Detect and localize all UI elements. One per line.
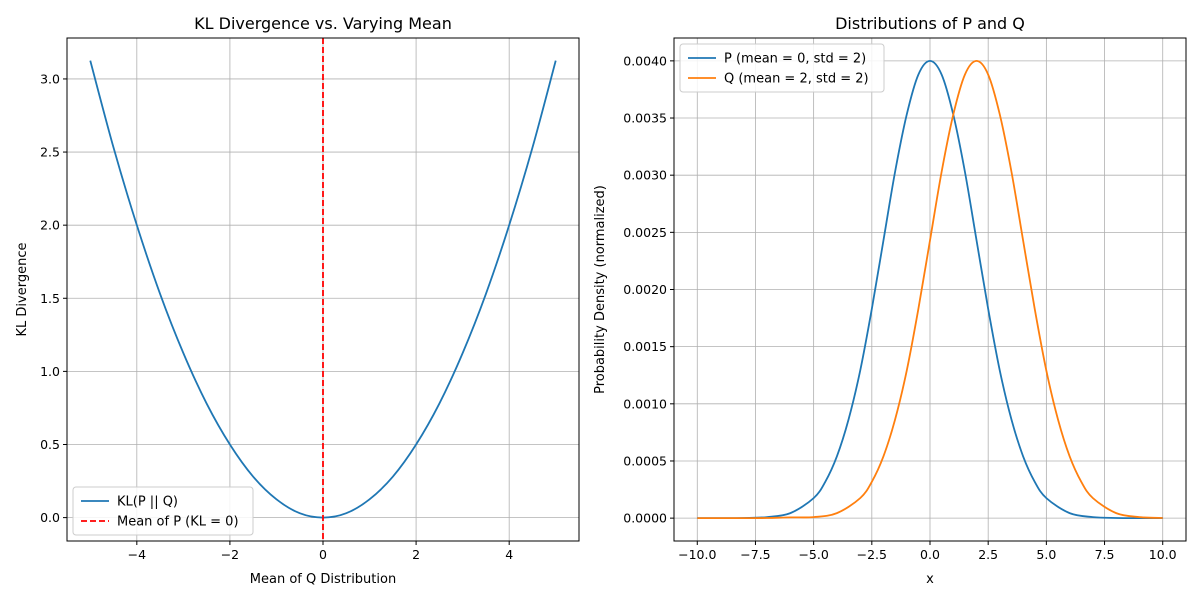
x-axis-label: Mean of Q Distribution: [250, 572, 396, 587]
x-tick-label: −2: [221, 547, 239, 562]
x-tick-label: −5.0: [798, 547, 828, 562]
series-line-1: [697, 59, 1163, 520]
x-tick-label: 10.0: [1149, 547, 1177, 562]
legend-label: P (mean = 0, std = 2): [724, 52, 866, 67]
y-tick-label: 0.0025: [623, 225, 667, 240]
y-tick-label: 2.0: [40, 218, 60, 233]
y-axis-label: Probability Density (normalized): [593, 185, 608, 394]
legend-label: KL(P || Q): [117, 495, 178, 510]
legend-box: [679, 43, 885, 93]
x-tick-label: 2.5: [978, 547, 998, 562]
x-tick-label: −4: [128, 547, 146, 562]
legend-label: Mean of P (KL = 0): [117, 515, 239, 530]
legend-box: [72, 486, 254, 536]
x-tick-label: 4: [505, 547, 513, 562]
chart-title: Distributions of P and Q: [835, 14, 1025, 33]
y-tick-label: 3.0: [40, 71, 60, 86]
y-tick-label: 0.0020: [623, 282, 667, 297]
x-tick-label: 0.0: [920, 547, 940, 562]
y-tick-label: 0.0: [40, 510, 60, 525]
x-tick-label: 0: [319, 547, 327, 562]
x-tick-label: −10.0: [678, 547, 716, 562]
y-tick-label: 1.5: [40, 291, 60, 306]
distributions-chart: −10.0 −7.5 −5.0 −2.5 0.0 2.5 5.0 7.5 10.0 0.0000 0…: [593, 14, 1187, 587]
y-tick-label: 0.0005: [623, 453, 667, 468]
legend-label: Q (mean = 2, std = 2): [724, 72, 869, 87]
x-tick-label: −7.5: [740, 547, 770, 562]
kl-divergence-chart: −4 −2 0 2 4 0.0 0.5 1.0 1.5 2.0 2.5 3.0 KL Divergenc…: [15, 14, 580, 587]
legend: P (mean = 0, std = 2) Q (mean = 2, std = …: [679, 43, 885, 93]
grid: [674, 38, 1186, 541]
y-tick-label: 0.0030: [623, 168, 667, 183]
y-tick-label: 0.0040: [623, 53, 667, 68]
y-tick-label: 2.5: [40, 145, 60, 160]
y-axis-label: KL Divergence: [15, 243, 30, 337]
y-tick-label: 0.0035: [623, 111, 667, 126]
x-tick-label: −2.5: [857, 547, 887, 562]
y-tick-label: 0.0015: [623, 339, 667, 354]
legend: KL(P || Q) Mean of P (KL = 0): [72, 486, 254, 536]
x-axis-label: x: [926, 572, 934, 587]
x-tick-label: 7.5: [1095, 547, 1115, 562]
y-tick-label: 0.5: [40, 437, 60, 452]
x-tick-label: 5.0: [1036, 547, 1056, 562]
chart-title: KL Divergence vs. Varying Mean: [194, 14, 452, 33]
x-tick-label: 2: [412, 547, 420, 562]
y-tick-label: 0.0000: [623, 511, 667, 526]
series-line-0: [697, 59, 1163, 520]
y-tick-label: 0.0010: [623, 396, 667, 411]
y-tick-label: 1.0: [40, 364, 60, 379]
